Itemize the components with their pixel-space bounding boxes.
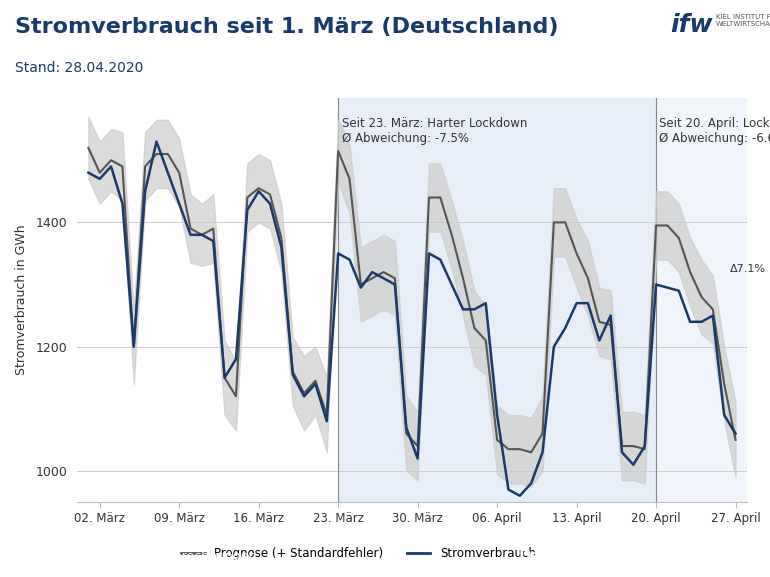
Text: Stromverbrauch seit 1. März (Deutschland): Stromverbrauch seit 1. März (Deutschland…: [15, 17, 559, 38]
Text: Seit 23. März: Harter Lockdown
Ø Abweichung: -7.5%: Seit 23. März: Harter Lockdown Ø Abweich…: [342, 117, 527, 145]
Text: Δ7.1%: Δ7.1%: [730, 264, 766, 274]
Y-axis label: Stromverbrauch in GWh: Stromverbrauch in GWh: [15, 224, 28, 376]
Text: Datenmonitor Corona-Krise: Datenmonitor Corona-Krise: [520, 549, 755, 564]
Text: Stand: 28.04.2020: Stand: 28.04.2020: [15, 61, 144, 74]
Text: KIEL INSTITUT FÜR
WELTWIRTSCHAFT: KIEL INSTITUT FÜR WELTWIRTSCHAFT: [716, 13, 770, 27]
Bar: [656, 98, 747, 502]
Text: Quelle: entso-e, eigene Berechnungen.: Quelle: entso-e, eigene Berechnungen.: [15, 550, 261, 563]
Legend: Prognose (+ Standardfehler), Stromverbrauch: Prognose (+ Standardfehler), Stromverbra…: [176, 542, 541, 565]
Bar: [338, 98, 656, 502]
Text: Seit 20. April: Lockerungen
Ø Abweichung: -6.6%: Seit 20. April: Lockerungen Ø Abweichung…: [659, 117, 770, 145]
Text: ifw: ifw: [670, 13, 712, 37]
